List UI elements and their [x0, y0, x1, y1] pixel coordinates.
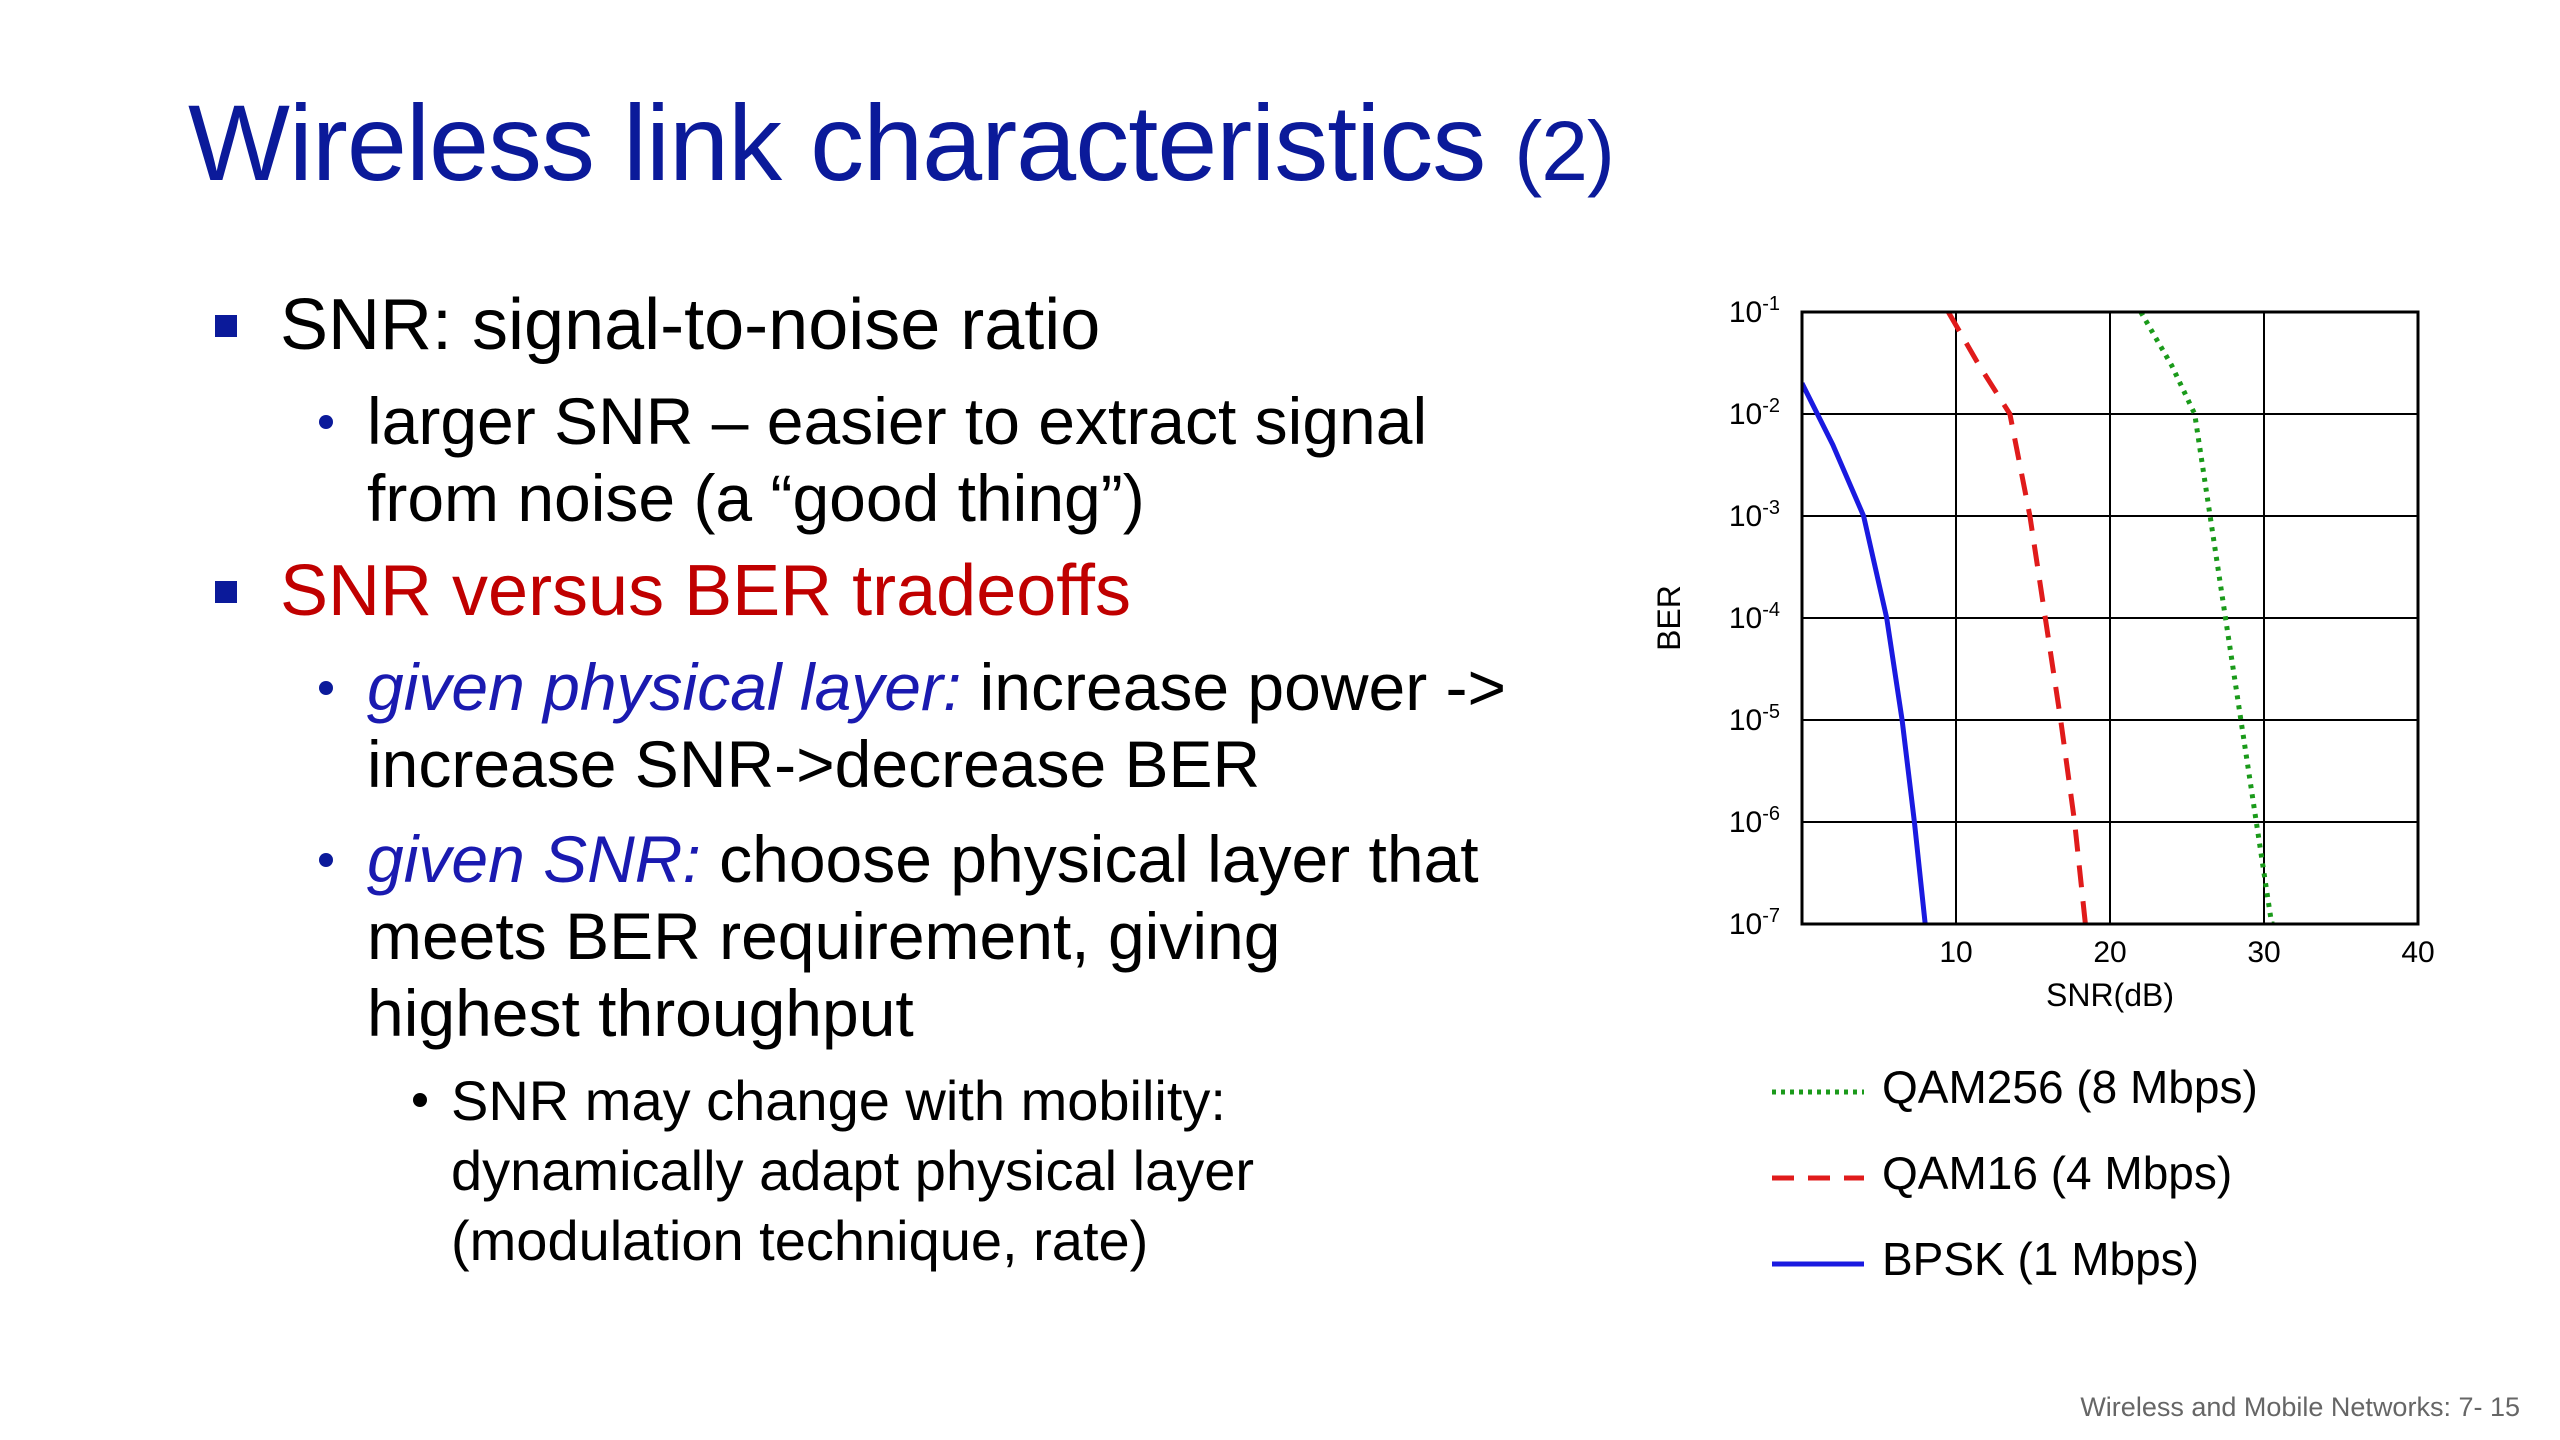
plot-frame	[1800, 310, 2420, 926]
slide-title-number: (2)	[1514, 104, 1615, 198]
square-bullet-icon	[215, 315, 237, 337]
y-tick-exponent: -2	[1762, 395, 1780, 417]
bullet-tradeoffs: SNR versus BER tradeoffs	[210, 551, 1610, 631]
x-tick-label: 20	[2093, 936, 2126, 969]
bullet-given-physical: given physical layer: increase power -> …	[319, 649, 1610, 803]
y-tick-base: 10	[1729, 704, 1762, 737]
bullet-given-snr-rest: choose physical layer that	[700, 822, 1479, 896]
x-axis-label: SNR(dB)	[2046, 977, 2174, 1013]
x-tick-label: 10	[1939, 936, 1972, 969]
legend-swatch	[1772, 1261, 1864, 1267]
bullet-mobility-line2: dynamically adapt physical layer	[451, 1139, 1255, 1202]
y-tick-label: 10-6	[1729, 803, 1780, 839]
y-tick-exponent: -1	[1762, 293, 1780, 315]
chart-grid	[1802, 311, 2419, 925]
y-tick-base: 10	[1729, 908, 1762, 941]
chart-axes	[1800, 310, 2420, 926]
y-tick-exponent: -4	[1762, 599, 1780, 621]
bullet-snr-sub-line2: from noise (a “good thing”)	[367, 461, 1145, 535]
y-tick-label: 10-2	[1729, 395, 1780, 431]
x-tick-label: 30	[2247, 936, 2280, 969]
bullet-given-physical-em: given physical layer:	[367, 650, 962, 724]
legend-label: BPSK (1 Mbps)	[1882, 1233, 2199, 1285]
legend-label: QAM16 (4 Mbps)	[1882, 1147, 2233, 1199]
bullet-given-snr-line2: meets BER requirement, giving	[367, 899, 1281, 973]
y-tick-base: 10	[1729, 806, 1762, 839]
bullet-list: SNR: signal-to-noise ratio larger SNR – …	[210, 285, 1610, 1276]
round-bullet-icon	[319, 415, 333, 429]
bullet-given-snr-em: given SNR:	[367, 822, 701, 896]
ber-snr-chart: 10-110-210-310-410-510-610-710 20 30 40SNR(…	[1651, 293, 2435, 1013]
chart-series	[1802, 312, 2280, 924]
y-tick-exponent: -5	[1762, 701, 1780, 723]
slide-title: Wireless link characteristics (2)	[188, 80, 1615, 205]
y-tick-label: 10-7	[1729, 905, 1780, 941]
slide-footer: Wireless and Mobile Networks: 7- 15	[2080, 1392, 2520, 1422]
bullet-given-physical-line2: increase SNR->decrease BER	[367, 727, 1261, 801]
chart-labels: 10-110-210-310-410-510-610-710 20 30 40SNR(…	[1651, 293, 2435, 1013]
square-bullet-icon	[215, 581, 237, 603]
bullet-given-physical-rest: increase power ->	[961, 650, 1507, 724]
y-tick-exponent: -6	[1762, 803, 1780, 825]
bullet-snr: SNR: signal-to-noise ratio	[210, 285, 1610, 365]
bullet-mobility: SNR may change with mobility: dynamicall…	[413, 1066, 1610, 1276]
legend-swatch	[1772, 1089, 1864, 1095]
bullet-given-snr: given SNR: choose physical layer that me…	[319, 821, 1610, 1052]
legend-swatch	[1772, 1175, 1864, 1181]
y-tick-label: 10-3	[1729, 497, 1780, 533]
series-line	[2138, 312, 2280, 924]
y-tick-base: 10	[1729, 602, 1762, 635]
y-tick-label: 10-4	[1729, 599, 1780, 635]
y-tick-label: 10-5	[1729, 701, 1780, 737]
bullet-snr-text: SNR: signal-to-noise ratio	[280, 285, 1101, 365]
bullet-snr-sub-line1: larger SNR – easier to extract signal	[367, 384, 1428, 458]
series-line	[1946, 312, 2088, 924]
series-group	[1802, 312, 2280, 924]
bullet-tradeoffs-text: SNR versus BER tradeoffs	[280, 551, 1131, 631]
y-axis-label: BER	[1651, 585, 1687, 651]
y-tick-label: 10-1	[1729, 293, 1780, 329]
y-tick-base: 10	[1729, 296, 1762, 329]
y-tick-base: 10	[1729, 500, 1762, 533]
round-bullet-icon	[413, 1093, 427, 1107]
y-tick-base: 10	[1729, 398, 1762, 431]
round-bullet-icon	[319, 853, 333, 867]
bullet-mobility-line3: (modulation technique, rate)	[451, 1209, 1149, 1272]
x-tick-label: 40	[2401, 936, 2434, 969]
slide-title-main: Wireless link characteristics	[188, 82, 1486, 203]
y-tick-exponent: -3	[1762, 497, 1780, 519]
bullet-mobility-line1: SNR may change with mobility:	[451, 1069, 1226, 1132]
y-tick-exponent: -7	[1762, 905, 1780, 927]
legend-label: QAM256 (8 Mbps)	[1882, 1061, 2258, 1113]
round-bullet-icon	[319, 681, 333, 695]
bullet-snr-sub: larger SNR – easier to extract signal fr…	[319, 383, 1610, 537]
bullet-given-snr-line3: highest throughput	[367, 976, 914, 1050]
series-line	[1802, 382, 1928, 924]
